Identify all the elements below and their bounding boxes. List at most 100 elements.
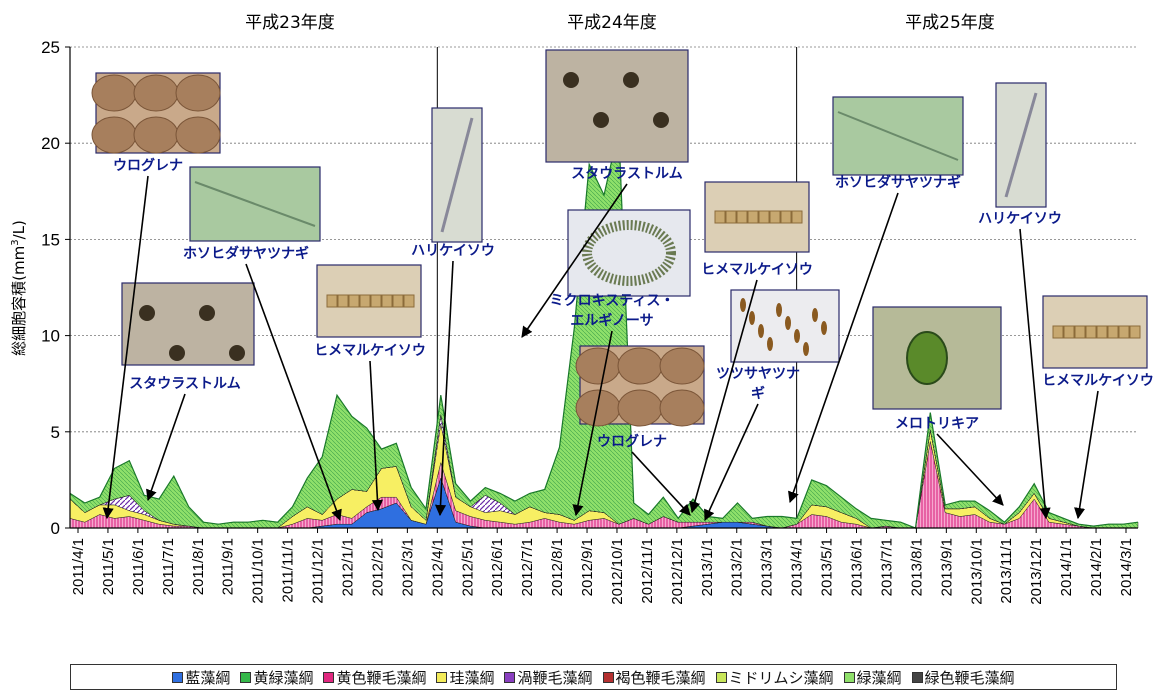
x-tick-label: 2013/1/1	[699, 538, 716, 596]
x-tick-label: 2013/8/1	[908, 538, 925, 596]
species-photo-chain	[316, 264, 422, 338]
y-tick-label: 15	[41, 230, 60, 249]
legend: 藍藻綱 黄緑藻綱 黄色鞭毛藻綱 珪藻綱 渦鞭毛藻綱 褐色鞭毛藻綱 ミドリムシ藻綱 緑藻綱 緑色鞭…	[70, 664, 1117, 690]
legend-label: 黄色鞭毛藻綱	[336, 668, 427, 687]
total-outline	[69, 129, 1139, 529]
annotation-arrow	[631, 451, 691, 516]
y-axis-title: 総細胞容積(mm3/L)	[10, 220, 28, 356]
species-photo-needle	[995, 82, 1047, 208]
x-tick-label: 2014/3/1	[1118, 538, 1135, 596]
fiscal-year-label: 平成24年度	[567, 13, 657, 33]
legend-swatch	[843, 671, 855, 683]
legend-item: 渦鞭毛藻綱	[504, 667, 593, 688]
annotation-arrow	[1074, 390, 1099, 520]
species-label: ヒメマルケイソウ	[701, 262, 813, 278]
species-label: ツツサヤツナ	[716, 366, 800, 382]
y-tick-label: 25	[41, 38, 60, 57]
species-photos: ウログレナホソヒダサヤツナギスタウラストルムヒメマルケイソウハリケイソウスタウラ…	[91, 49, 1154, 450]
species-photo-filament	[189, 166, 321, 242]
species-photo-chain	[704, 181, 810, 253]
x-tick-label: 2011/5/1	[100, 538, 117, 595]
legend-label: ミドリムシ藻綱	[728, 668, 834, 687]
x-tick-label: 2011/12/1	[310, 538, 327, 604]
species-label: エルギノーサ	[570, 312, 653, 329]
legend-label: 黄緑藻綱	[253, 668, 314, 687]
species-label: ハリケイソウ	[411, 243, 495, 259]
x-tick-label: 2011/6/1	[130, 538, 147, 595]
x-tick-label: 2012/10/1	[609, 538, 626, 605]
species-label: ギ	[751, 385, 765, 402]
legend-label: 藍藻綱	[185, 668, 231, 687]
annotation-arrow	[434, 260, 454, 517]
species-photo-chain	[1042, 295, 1148, 369]
x-tick-label: 2013/3/1	[759, 538, 776, 596]
species-photo-staurastrum	[545, 49, 689, 163]
annotation-arrow	[102, 175, 149, 520]
legend-swatch	[715, 671, 727, 683]
x-tick-label: 2011/9/1	[220, 538, 237, 595]
x-tick-label: 2012/6/1	[489, 538, 506, 596]
species-label: ミクロキスティス・	[550, 293, 675, 309]
x-tick-label: 2013/9/1	[938, 538, 955, 596]
annotation-arrow	[788, 192, 899, 504]
legend-swatch	[602, 671, 614, 683]
legend-swatch	[911, 671, 923, 683]
species-label: ホソヒダサヤツナギ	[835, 174, 961, 191]
species-photo-filament	[832, 96, 964, 176]
species-photo-urogrena	[575, 345, 705, 427]
fiscal-year-label: 平成25年度	[905, 13, 995, 33]
annotation-arrow	[704, 403, 759, 522]
x-tick-label: 2013/2/1	[729, 538, 746, 596]
legend-item: ミドリムシ藻綱	[715, 667, 834, 688]
y-tick-label: 0	[51, 519, 60, 538]
legend-label: 褐色鞭毛藻綱	[615, 668, 706, 687]
y-tick-label: 20	[41, 134, 60, 153]
x-tick-label: 2014/1/1	[1058, 538, 1075, 596]
species-photo-melotrichia	[872, 306, 1002, 410]
x-tick-label: 2012/2/1	[369, 538, 386, 596]
species-label: ウログレナ	[597, 433, 667, 450]
legend-label: 渦鞭毛藻綱	[517, 668, 593, 687]
x-tick-label: 2013/7/1	[878, 538, 895, 596]
x-tick-label: 2014/2/1	[1088, 538, 1105, 596]
x-tick-label: 2011/8/1	[190, 538, 207, 595]
annotation-arrow	[245, 263, 342, 522]
x-tick-label: 2012/8/1	[549, 538, 566, 596]
x-tick-label: 2013/4/1	[789, 538, 806, 596]
annotation-arrow	[1019, 228, 1051, 520]
species-photo-staurastrum	[121, 282, 255, 366]
legend-item: 黄色鞭毛藻綱	[323, 667, 426, 688]
species-label: スタウラストルム	[571, 166, 682, 182]
legend-item: 珪藻綱	[436, 667, 494, 688]
legend-item: 緑色鞭毛藻綱	[911, 667, 1015, 688]
species-photo-urogrena	[91, 72, 221, 154]
legend-swatch	[323, 671, 335, 683]
annotation-arrow	[369, 360, 384, 512]
y-tick-label: 5	[51, 423, 60, 442]
x-tick-label: 2011/7/1	[160, 538, 177, 595]
fiscal-year-labels: 平成23年度 平成24年度 平成25年度	[245, 13, 995, 33]
legend-swatch	[172, 671, 184, 683]
y-tick-label: 10	[41, 327, 60, 346]
x-tick-label: 2013/12/1	[1028, 538, 1045, 605]
x-tick-label: 2011/10/1	[250, 538, 267, 604]
x-tick-label: 2012/11/1	[639, 538, 656, 604]
species-label: ホソヒダサヤツナギ	[183, 245, 309, 262]
legend-swatch	[436, 671, 448, 683]
y-axis-label: 総細胞容積(mm3/L)	[10, 220, 28, 356]
x-tick-label: 2011/4/1	[70, 538, 87, 595]
legend-label: 緑藻綱	[856, 668, 902, 687]
species-photo-tsutsu	[730, 289, 840, 363]
x-tick-label: 2012/12/1	[669, 538, 686, 605]
x-tick-label: 2013/11/1	[998, 538, 1015, 604]
annotation-arrow	[521, 183, 628, 338]
species-label: ヒメマルケイソウ	[1042, 373, 1154, 389]
species-photo-microcystis	[567, 209, 691, 297]
legend-swatch	[504, 671, 516, 683]
species-label: メロトリキア	[895, 416, 979, 432]
species-label: ハリケイソウ	[978, 211, 1062, 227]
legend-item: 黄緑藻綱	[240, 667, 313, 688]
legend-item: 藍藻綱	[172, 667, 230, 688]
species-photo-needle	[431, 107, 483, 243]
annotation-arrow	[689, 279, 758, 514]
